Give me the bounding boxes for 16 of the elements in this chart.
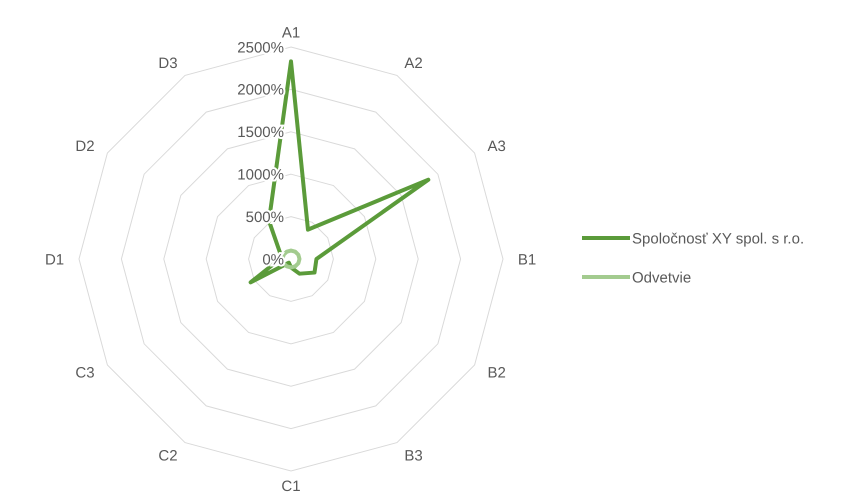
spoke-label: A1	[282, 24, 300, 42]
legend-label: Spoločnosť XY spol. s r.o.	[632, 230, 804, 248]
spoke-label: C2	[158, 448, 178, 465]
spoke-label: A3	[487, 138, 506, 155]
y-tick-label: 2000%	[237, 82, 284, 99]
spoke-label: C3	[75, 364, 95, 382]
spoke-label: B1	[518, 251, 536, 268]
spoke-label: D1	[44, 251, 64, 268]
spoke-label: B2	[487, 364, 506, 382]
spoke-label: C1	[281, 478, 301, 496]
spoke-label: D3	[158, 54, 178, 72]
spoke-label: B3	[404, 448, 423, 465]
legend-label: Odvetvie	[632, 269, 692, 286]
spoke-label: D2	[75, 138, 95, 155]
y-tick-label: 2500%	[237, 39, 284, 56]
spoke-label: A2	[404, 54, 423, 72]
